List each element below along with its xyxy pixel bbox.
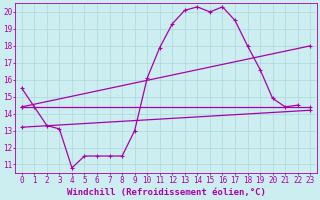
X-axis label: Windchill (Refroidissement éolien,°C): Windchill (Refroidissement éolien,°C)	[67, 188, 266, 197]
